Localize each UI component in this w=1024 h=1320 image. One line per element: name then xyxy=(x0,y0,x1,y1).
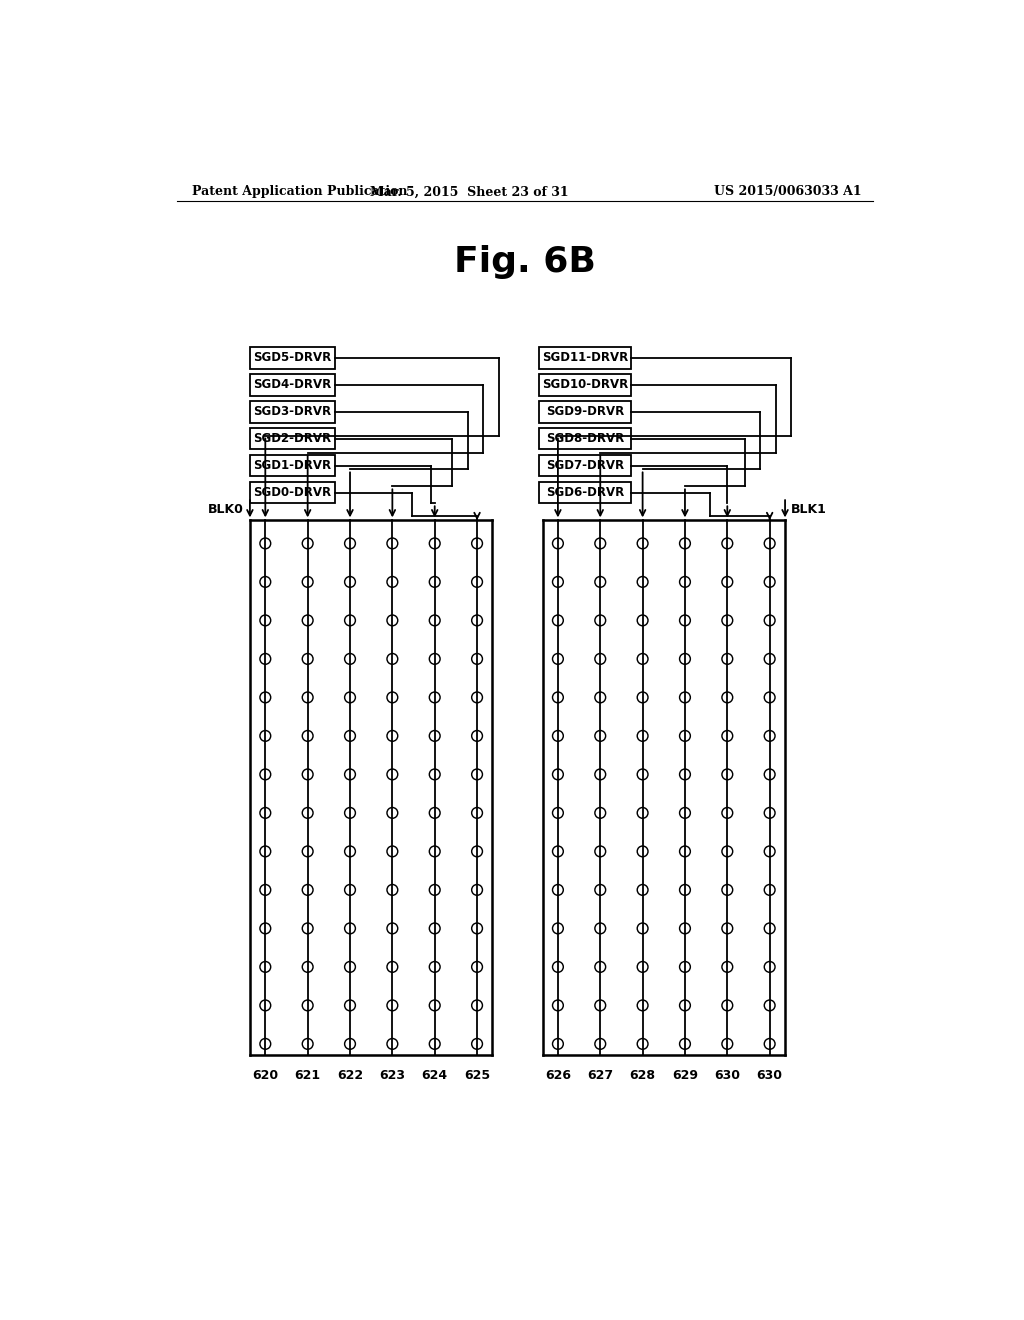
Text: SGD8-DRVR: SGD8-DRVR xyxy=(546,432,624,445)
Text: BLK1: BLK1 xyxy=(792,503,827,516)
Text: 621: 621 xyxy=(295,1069,321,1082)
Text: Fig. 6B: Fig. 6B xyxy=(454,246,596,280)
Text: SGD4-DRVR: SGD4-DRVR xyxy=(253,379,332,391)
Text: 629: 629 xyxy=(672,1069,698,1082)
Text: 630: 630 xyxy=(715,1069,740,1082)
Bar xyxy=(539,428,631,449)
Text: SGD2-DRVR: SGD2-DRVR xyxy=(253,432,332,445)
Bar xyxy=(539,374,631,396)
Text: 624: 624 xyxy=(422,1069,447,1082)
Text: Mar. 5, 2015  Sheet 23 of 31: Mar. 5, 2015 Sheet 23 of 31 xyxy=(370,185,568,198)
Text: 620: 620 xyxy=(252,1069,279,1082)
Text: 626: 626 xyxy=(545,1069,571,1082)
Text: 622: 622 xyxy=(337,1069,364,1082)
Text: 625: 625 xyxy=(464,1069,490,1082)
Bar xyxy=(250,455,335,477)
Text: 623: 623 xyxy=(379,1069,406,1082)
Bar xyxy=(539,401,631,422)
Text: SGD0-DRVR: SGD0-DRVR xyxy=(253,486,332,499)
Text: 627: 627 xyxy=(587,1069,613,1082)
Text: SGD5-DRVR: SGD5-DRVR xyxy=(253,351,332,364)
Text: SGD9-DRVR: SGD9-DRVR xyxy=(546,405,624,418)
Text: 630: 630 xyxy=(757,1069,782,1082)
Text: SGD10-DRVR: SGD10-DRVR xyxy=(542,379,628,391)
Text: 628: 628 xyxy=(630,1069,655,1082)
Text: SGD11-DRVR: SGD11-DRVR xyxy=(542,351,628,364)
Bar xyxy=(539,347,631,368)
Text: Patent Application Publication: Patent Application Publication xyxy=(193,185,408,198)
Text: SGD3-DRVR: SGD3-DRVR xyxy=(253,405,332,418)
Text: SGD1-DRVR: SGD1-DRVR xyxy=(253,459,332,473)
Bar xyxy=(250,374,335,396)
Bar xyxy=(250,482,335,503)
Text: BLK0: BLK0 xyxy=(208,503,244,516)
Bar xyxy=(539,455,631,477)
Text: SGD7-DRVR: SGD7-DRVR xyxy=(546,459,624,473)
Bar xyxy=(539,482,631,503)
Bar xyxy=(250,401,335,422)
Bar xyxy=(250,428,335,449)
Text: SGD6-DRVR: SGD6-DRVR xyxy=(546,486,624,499)
Text: US 2015/0063033 A1: US 2015/0063033 A1 xyxy=(715,185,862,198)
Bar xyxy=(250,347,335,368)
